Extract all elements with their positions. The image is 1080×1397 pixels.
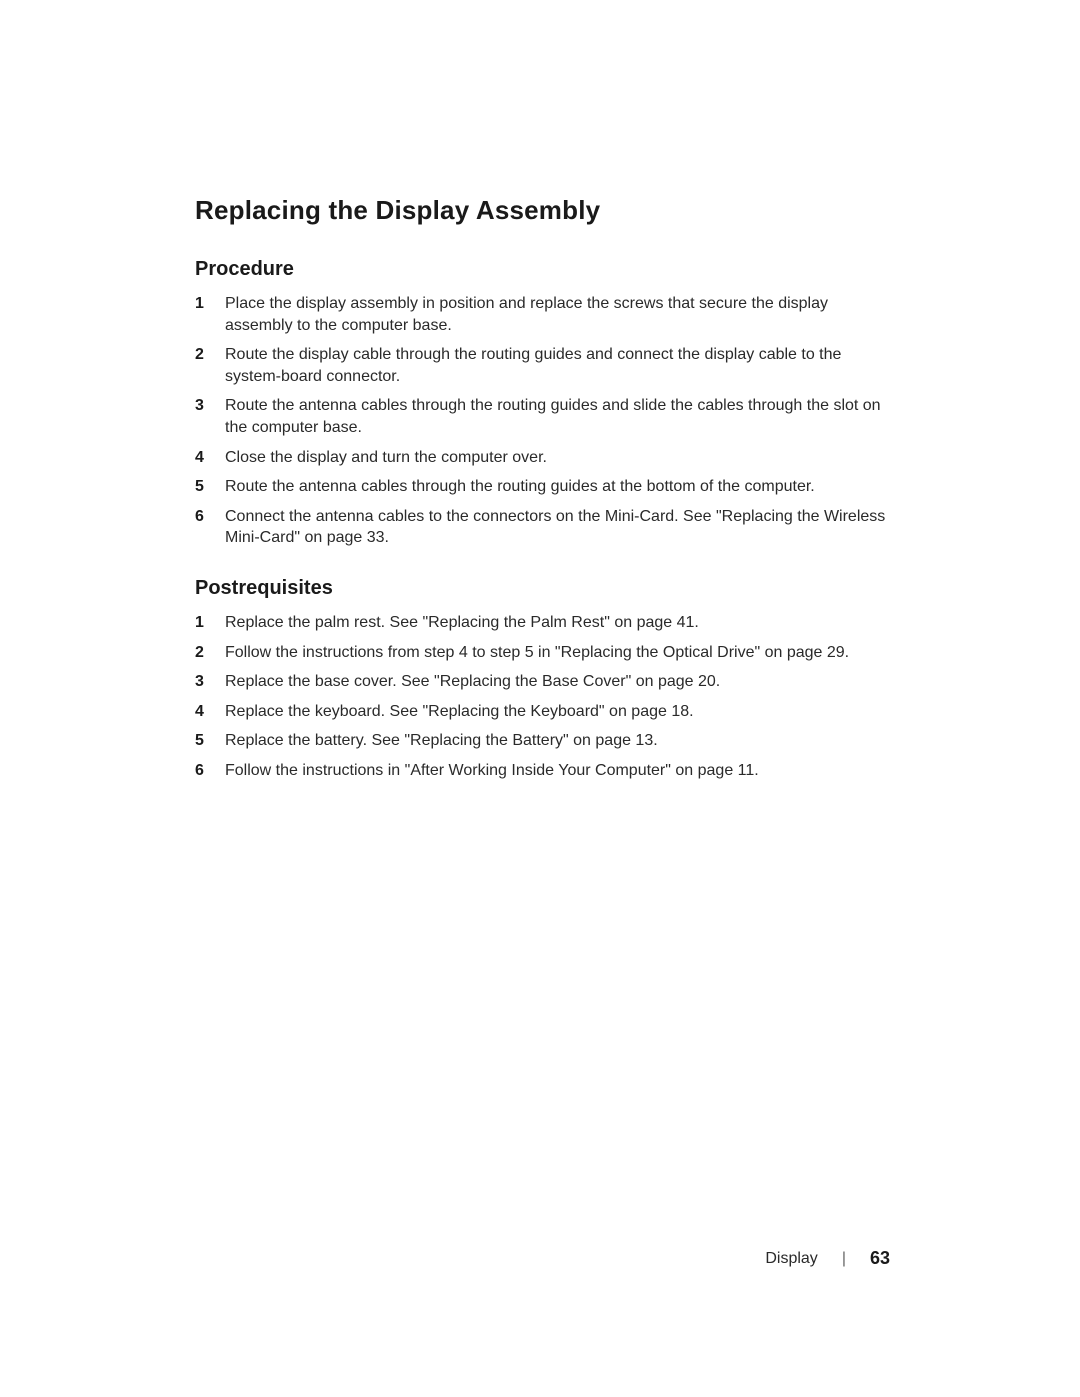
list-text: Route the display cable through the rout…	[225, 344, 890, 387]
list-item: 1 Replace the palm rest. See "Replacing …	[195, 612, 890, 634]
list-text: Place the display assembly in position a…	[225, 293, 890, 336]
list-text: Follow the instructions in "After Workin…	[225, 760, 890, 782]
postrequisites-list: 1 Replace the palm rest. See "Replacing …	[195, 612, 890, 782]
list-number: 1	[195, 293, 225, 315]
section-postrequisites: Postrequisites 1 Replace the palm rest. …	[195, 577, 890, 782]
footer-page-number: 63	[870, 1248, 890, 1269]
list-item: 6 Follow the instructions in "After Work…	[195, 760, 890, 782]
list-item: 5 Replace the battery. See "Replacing th…	[195, 730, 890, 752]
list-number: 6	[195, 506, 225, 528]
list-item: 5 Route the antenna cables through the r…	[195, 476, 890, 498]
list-number: 1	[195, 612, 225, 634]
list-item: 6 Connect the antenna cables to the conn…	[195, 506, 890, 549]
list-number: 4	[195, 701, 225, 723]
procedure-list: 1 Place the display assembly in position…	[195, 293, 890, 549]
list-text: Follow the instructions from step 4 to s…	[225, 642, 890, 664]
list-number: 2	[195, 642, 225, 664]
list-item: 1 Place the display assembly in position…	[195, 293, 890, 336]
list-item: 3 Replace the base cover. See "Replacing…	[195, 671, 890, 693]
page-title: Replacing the Display Assembly	[195, 195, 890, 226]
list-text: Close the display and turn the computer …	[225, 447, 890, 469]
section-procedure: Procedure 1 Place the display assembly i…	[195, 258, 890, 549]
list-text: Connect the antenna cables to the connec…	[225, 506, 890, 549]
list-number: 3	[195, 395, 225, 417]
page-footer: Display | 63	[765, 1248, 890, 1269]
list-number: 3	[195, 671, 225, 693]
footer-separator: |	[842, 1250, 846, 1268]
list-number: 2	[195, 344, 225, 366]
list-number: 5	[195, 730, 225, 752]
document-page: Replacing the Display Assembly Procedure…	[0, 0, 1080, 1397]
list-number: 6	[195, 760, 225, 782]
list-item: 4 Replace the keyboard. See "Replacing t…	[195, 701, 890, 723]
list-text: Route the antenna cables through the rou…	[225, 476, 890, 498]
footer-section-label: Display	[765, 1250, 817, 1268]
list-text: Replace the keyboard. See "Replacing the…	[225, 701, 890, 723]
section-heading-procedure: Procedure	[195, 258, 890, 281]
list-item: 4 Close the display and turn the compute…	[195, 447, 890, 469]
list-item: 2 Follow the instructions from step 4 to…	[195, 642, 890, 664]
list-text: Route the antenna cables through the rou…	[225, 395, 890, 438]
list-item: 3 Route the antenna cables through the r…	[195, 395, 890, 438]
section-heading-postrequisites: Postrequisites	[195, 577, 890, 600]
list-text: Replace the base cover. See "Replacing t…	[225, 671, 890, 693]
list-number: 4	[195, 447, 225, 469]
list-item: 2 Route the display cable through the ro…	[195, 344, 890, 387]
list-text: Replace the palm rest. See "Replacing th…	[225, 612, 890, 634]
list-number: 5	[195, 476, 225, 498]
list-text: Replace the battery. See "Replacing the …	[225, 730, 890, 752]
